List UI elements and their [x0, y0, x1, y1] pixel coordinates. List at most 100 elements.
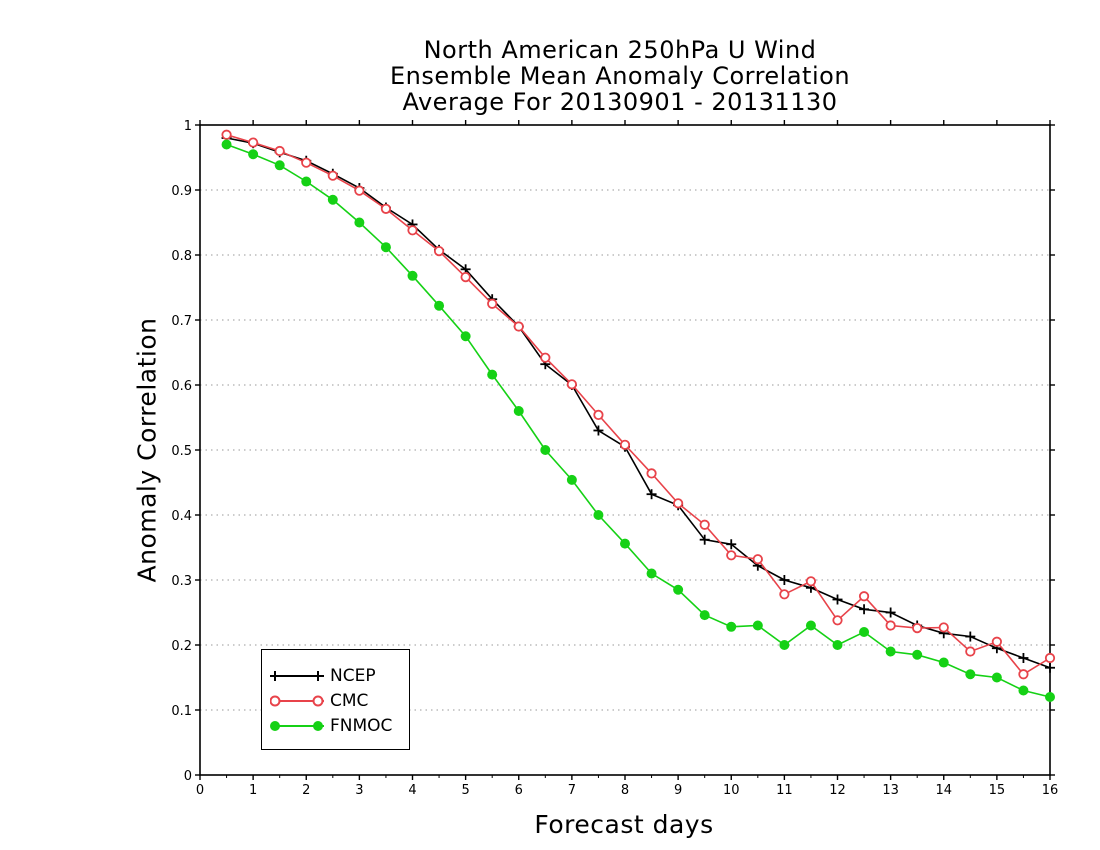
data-point-ncep [859, 604, 870, 615]
x-tick-label-6: 6 [515, 783, 523, 798]
data-point-cmc [407, 225, 418, 236]
x-tick-label-10: 10 [723, 783, 740, 798]
y-tick-label-9: 0.9 [171, 184, 192, 199]
data-point-ncep [726, 539, 737, 550]
x-tick-label-2: 2 [302, 783, 310, 798]
x-tick-label-15: 15 [989, 783, 1006, 798]
x-tick-label-8: 8 [621, 783, 629, 798]
data-point-fnmoc [513, 406, 524, 416]
chart-title-line-2: Ensemble Mean Anomaly Correlation [389, 62, 851, 90]
data-point-cmc [513, 321, 524, 332]
legend-entry-fnmoc: FNMOC [262, 713, 409, 739]
x-tick-label-11: 11 [776, 783, 793, 798]
data-point-fnmoc [566, 474, 577, 485]
series-fnmoc [221, 139, 1055, 702]
data-point-cmc [487, 298, 498, 309]
x-tick-label-16: 16 [1042, 783, 1059, 798]
legend-label-fnmoc: FNMOC [330, 716, 393, 736]
data-point-fnmoc [912, 649, 923, 660]
y-axis-label: Anomaly Correlation [132, 317, 162, 583]
data-point-fnmoc [885, 646, 896, 657]
data-point-ncep [646, 489, 657, 500]
data-point-fnmoc [938, 657, 949, 668]
data-point-cmc [221, 129, 232, 140]
data-point-cmc [965, 646, 976, 657]
chart-title-line-3: Average For 20130901 - 20131130 [402, 88, 838, 116]
y-tick-label-5: 0.5 [171, 444, 192, 459]
data-point-fnmoc [221, 139, 232, 150]
data-point-fnmoc [726, 621, 737, 632]
data-point-fnmoc [434, 300, 445, 311]
data-point-fnmoc [540, 445, 551, 455]
data-point-ncep [965, 631, 976, 642]
data-point-cmc [593, 409, 604, 420]
x-tick-label-5: 5 [461, 783, 469, 798]
data-point-cmc [274, 145, 285, 157]
data-point-fnmoc [248, 149, 259, 160]
data-point-cmc [540, 352, 551, 363]
data-point-cmc [566, 379, 577, 390]
y-tick-label-8: 0.8 [171, 249, 192, 264]
data-point-fnmoc [274, 160, 285, 171]
y-tick-label-10: 1 [184, 119, 192, 134]
data-point-cmc [248, 137, 259, 148]
legend-label-ncep: NCEP [330, 666, 376, 686]
data-point-fnmoc [752, 620, 763, 631]
legend-entry-ncep: NCEP [262, 663, 409, 689]
data-point-cmc [433, 246, 445, 257]
x-tick-label-0: 0 [196, 783, 204, 798]
data-point-fnmoc [620, 538, 630, 549]
data-point-fnmoc [673, 584, 684, 595]
axes: 00.10.20.30.40.50.60.70.80.910 1 2 3 4 5 6 7 8 9 1… [171, 119, 1058, 798]
x-tick-label-7: 7 [568, 783, 576, 798]
y-tick-label-3: 0.3 [171, 574, 192, 589]
chart-title-line-1: North American 250hPa U Wind [423, 36, 817, 64]
legend-swatch-ncep [270, 671, 324, 681]
series-layer [221, 129, 1056, 702]
data-point-fnmoc [965, 669, 976, 680]
series-line-cmc [226, 134, 1051, 676]
data-point-fnmoc [805, 620, 816, 631]
data-point-fnmoc [593, 510, 604, 520]
data-point-cmc [380, 203, 392, 214]
data-point-fnmoc [380, 242, 391, 253]
legend-label-cmc: CMC [330, 691, 369, 711]
data-point-fnmoc [646, 568, 657, 579]
data-point-cmc [1044, 652, 1056, 664]
data-point-fnmoc [832, 640, 843, 650]
data-point-fnmoc [1045, 692, 1055, 702]
data-point-ncep [1045, 662, 1055, 673]
data-point-cmc [832, 615, 843, 626]
y-tick-label-6: 0.6 [171, 379, 192, 394]
data-point-fnmoc [859, 627, 870, 637]
data-point-cmc [805, 576, 817, 587]
series-ncep [221, 133, 1055, 673]
data-point-fnmoc [354, 217, 365, 228]
data-point-cmc [885, 620, 896, 631]
series-cmc [221, 129, 1056, 680]
legend-entry-cmc: CMC [262, 688, 409, 714]
data-point-ncep [1018, 653, 1029, 663]
x-axis-label: Forecast days [534, 810, 714, 839]
data-point-cmc [699, 519, 710, 530]
x-tick-label-13: 13 [882, 783, 899, 798]
data-point-fnmoc [301, 176, 312, 187]
data-point-cmc [646, 468, 657, 479]
legend-swatch-cmc [270, 695, 324, 707]
data-point-cmc [327, 170, 338, 181]
data-point-cmc [301, 157, 312, 168]
data-point-fnmoc [699, 610, 710, 621]
data-point-ncep [885, 607, 896, 618]
legend: NCEP CMC FNMOC [261, 649, 410, 750]
series-line-ncep [226, 137, 1051, 669]
data-point-ncep [593, 425, 604, 436]
data-point-fnmoc [487, 369, 498, 380]
x-tick-label-1: 1 [249, 783, 257, 798]
data-point-ncep [699, 534, 710, 545]
data-point-cmc [912, 622, 923, 634]
series-line-fnmoc [226, 143, 1051, 698]
legend-swatch-fnmoc [270, 721, 324, 731]
data-point-fnmoc [407, 270, 418, 281]
data-point-fnmoc [1018, 685, 1029, 696]
